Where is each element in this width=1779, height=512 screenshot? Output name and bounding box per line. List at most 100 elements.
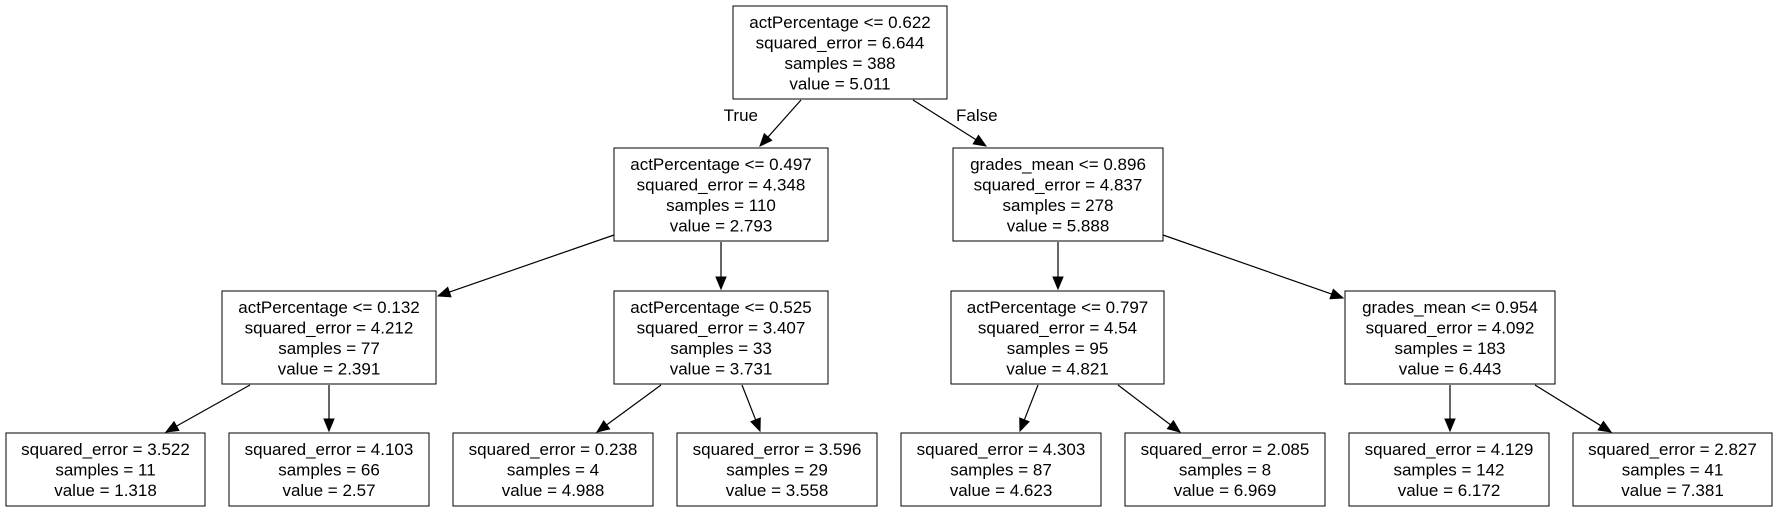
node-text-line: value = 4.988 [502, 481, 605, 500]
arrowhead-icon [1329, 288, 1345, 300]
leaf-node-n13: squared_error = 4.129 samples = 142value … [1348, 432, 1550, 507]
node-text-line: value = 2.391 [278, 359, 381, 378]
edge-line [741, 384, 757, 421]
node-text-line: samples = 4 [507, 461, 599, 480]
node-text-line: value = 6.969 [1174, 481, 1277, 500]
node-box [950, 290, 1165, 385]
edge-label-true: True [724, 106, 758, 125]
node-box [952, 147, 1164, 242]
node-text-line: squared_error = 3.596 [693, 440, 862, 459]
node-box [900, 432, 1102, 507]
edge-n5-n11 [1019, 384, 1039, 433]
arrowhead-icon [759, 132, 773, 147]
edge-line [606, 384, 662, 426]
arrowhead-icon [1597, 420, 1613, 433]
arrowhead-icon [750, 417, 761, 433]
edge-n2-n6 [1162, 234, 1345, 300]
node-text-line: squared_error = 4.103 [245, 440, 414, 459]
node-text-line: samples = 41 [1622, 461, 1724, 480]
node-text-line: actPercentage <= 0.497 [630, 155, 811, 174]
edge-n1-n4 [715, 242, 727, 291]
edge-n4-n9 [595, 384, 662, 433]
edge-label-false: False [956, 106, 998, 125]
edge-n3-n7 [164, 384, 251, 433]
node-text-line: squared_error = 4.54 [978, 318, 1137, 337]
node-text-line: squared_error = 2.827 [1588, 440, 1757, 459]
edges-layer: True False [164, 99, 1613, 433]
edge-n6-n14 [1534, 384, 1613, 433]
edge-line [1023, 384, 1039, 421]
node-box [228, 432, 430, 507]
node-text-line: samples = 11 [55, 461, 155, 480]
node-text-line: value = 5.011 [789, 74, 890, 93]
edge-n0-n2: False [912, 99, 998, 147]
node-text-line: squared_error = 3.522 [21, 440, 190, 459]
node-text-line: squared_error = 3.407 [637, 318, 806, 337]
node-text-line: samples = 278 [1002, 196, 1113, 215]
node-text-line: value = 4.821 [1006, 359, 1109, 378]
node-box [676, 432, 878, 507]
arrowhead-icon [1166, 419, 1182, 433]
edge-line [1534, 384, 1602, 427]
node-text-line: squared_error = 4.837 [974, 175, 1143, 194]
node-text-line: samples = 66 [278, 461, 380, 480]
node-text-line: samples = 95 [1007, 339, 1109, 358]
node-text-line: squared_error = 4.348 [637, 175, 806, 194]
node-text-line: squared_error = 4.129 [1365, 440, 1534, 459]
node-text-line: squared_error = 4.212 [245, 318, 414, 337]
node-box [732, 5, 948, 100]
node-box [452, 432, 654, 507]
node-text-line: actPercentage <= 0.797 [967, 298, 1148, 317]
edge-n5-n12 [1117, 384, 1182, 433]
node-text-line: actPercentage <= 0.622 [749, 13, 930, 32]
node-text-line: value = 5.888 [1007, 216, 1110, 235]
node-text-line: squared_error = 4.303 [917, 440, 1086, 459]
node-text-line: samples = 183 [1394, 339, 1505, 358]
arrowhead-icon [164, 420, 180, 433]
arrowhead-icon [1019, 417, 1030, 433]
node-text-line: grades_mean <= 0.896 [970, 155, 1146, 174]
node-text-line: value = 2.57 [282, 481, 375, 500]
node-box [613, 290, 829, 385]
node-box [1344, 290, 1556, 385]
node-text-line: actPercentage <= 0.525 [630, 298, 811, 317]
node-text-line: samples = 110 [666, 196, 776, 215]
node-text-line: value = 2.793 [670, 216, 773, 235]
edge-n3-n8 [323, 385, 335, 433]
edge-line [767, 99, 802, 138]
node-text-line: value = 6.443 [1399, 359, 1502, 378]
node-text-line: samples = 29 [726, 461, 828, 480]
node-box [613, 147, 829, 242]
node-text-line: squared_error = 2.085 [1141, 440, 1310, 459]
node-text-line: samples = 33 [670, 339, 772, 358]
edge-line [1162, 234, 1332, 295]
node-text-line: grades_mean <= 0.954 [1362, 298, 1538, 317]
arrowhead-icon [1052, 276, 1064, 291]
node-text-line: actPercentage <= 0.132 [238, 298, 419, 317]
edge-n6-n13 [1444, 385, 1456, 433]
node-text-line: squared_error = 0.238 [469, 440, 638, 459]
node-text-line: value = 3.558 [726, 481, 829, 500]
arrowhead-icon [595, 419, 611, 433]
edge-n1-n3 [436, 234, 615, 298]
node-box [1572, 432, 1773, 507]
node-box [5, 432, 206, 507]
node-text-line: samples = 87 [950, 461, 1052, 480]
node-text-line: value = 4.623 [950, 481, 1053, 500]
arrowhead-icon [323, 418, 335, 433]
arrowhead-icon [715, 276, 727, 291]
node-text-line: samples = 8 [1179, 461, 1271, 480]
edge-line [176, 384, 251, 427]
node-text-line: samples = 77 [278, 339, 380, 358]
